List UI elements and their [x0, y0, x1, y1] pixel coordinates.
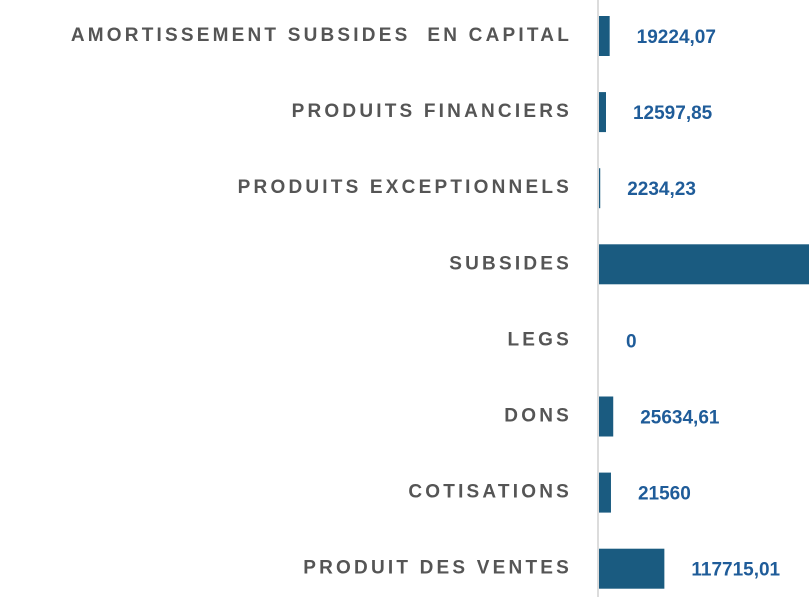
bar — [599, 472, 611, 513]
category-label: LEGS — [507, 329, 572, 350]
bar — [599, 396, 614, 437]
value-label: 25634,61 — [640, 408, 720, 429]
bar — [599, 244, 809, 285]
category-label: DONS — [504, 406, 572, 427]
value-label: 12597,85 — [633, 103, 713, 124]
value-label: 117715,01 — [691, 560, 780, 581]
bar — [599, 92, 606, 133]
category-label: COTISATIONS — [408, 482, 572, 503]
category-label: AMORTISSEMENT SUBSIDES EN CAPITAL — [71, 25, 572, 46]
value-label: 0 — [626, 331, 637, 352]
category-label: PRODUIT DES VENTES — [303, 558, 572, 579]
value-label: 2234,23 — [627, 179, 696, 200]
category-label: SUBSIDES — [449, 253, 572, 274]
value-label: 19224,07 — [637, 27, 716, 48]
category-label: PRODUITS FINANCIERS — [292, 101, 572, 122]
bar — [599, 548, 665, 589]
category-label: PRODUITS EXCEPTIONNELS — [238, 177, 572, 198]
bar — [599, 16, 610, 56]
bar — [599, 168, 601, 209]
value-label: 21560 — [638, 484, 691, 505]
